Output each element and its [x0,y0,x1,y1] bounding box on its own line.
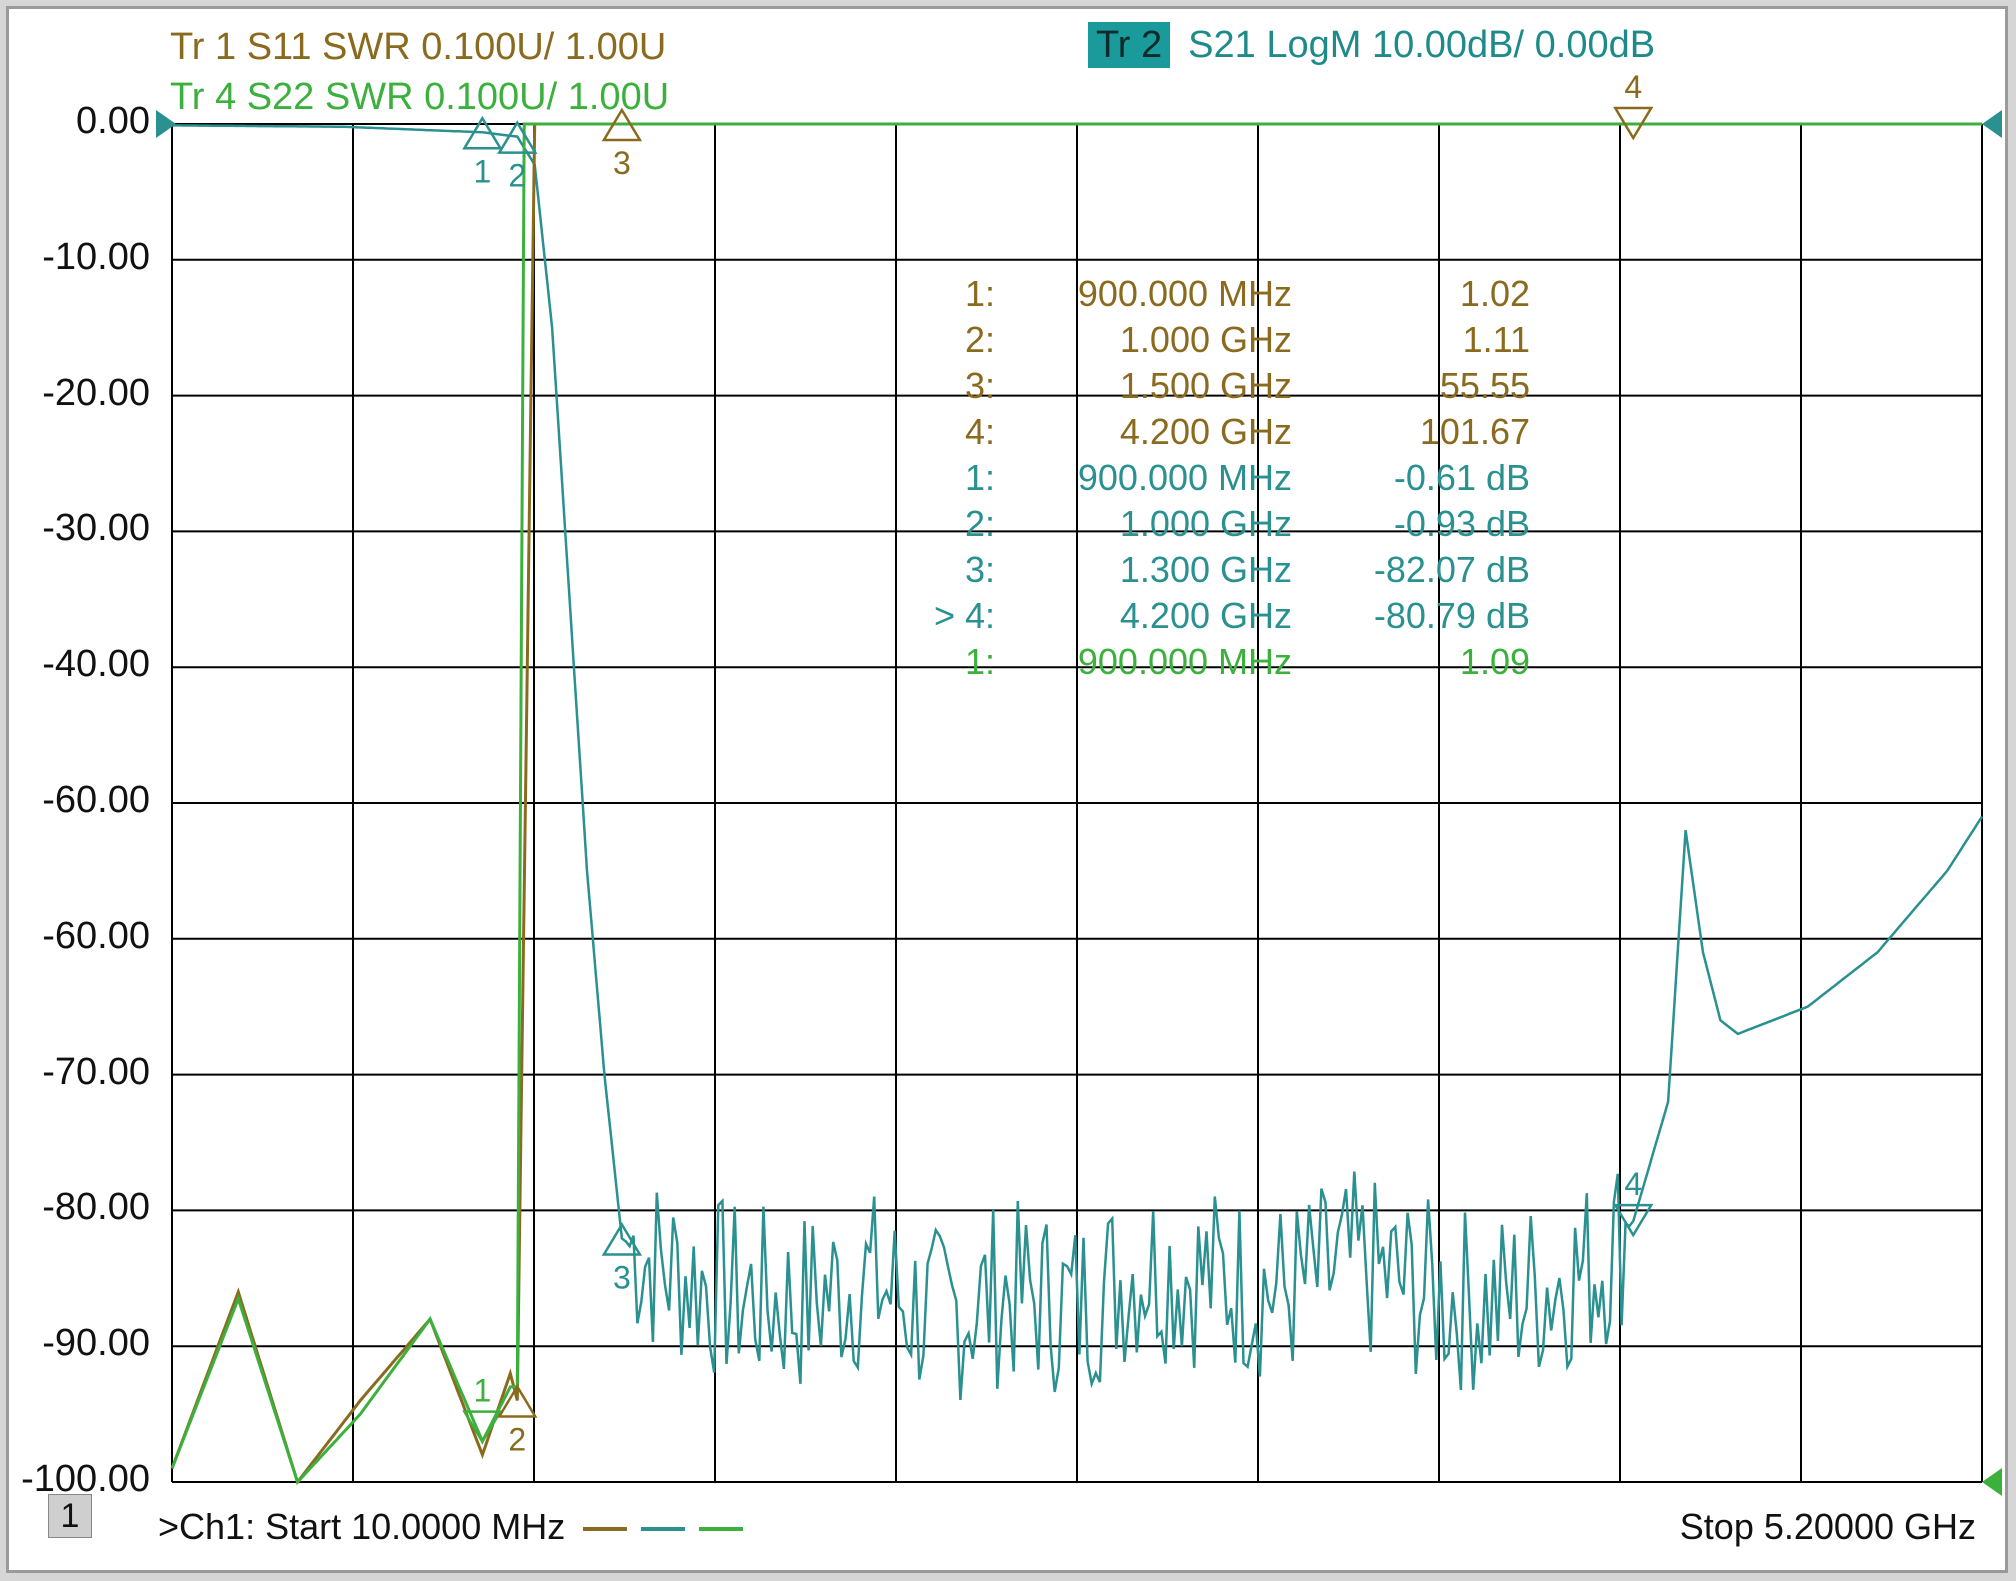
marker-value: -82.07 dB [1373,549,1530,590]
marker-frequency: 900.000 MHz [1077,273,1292,314]
marker-2-label: 2 [508,158,526,194]
trace-s21 [172,124,1984,1400]
marker-number: 1: [964,641,995,682]
marker-value: 55.55 [1439,365,1530,406]
marker-3-label: 3 [613,1260,631,1296]
marker-2-triangle [497,1384,538,1418]
marker-frequency: 900.000 MHz [1077,641,1292,682]
marker-number: 1: [964,457,995,498]
start-frequency-text: >Ch1: Start 10.0000 MHz [158,1506,566,1547]
marker-number: 1: [964,273,995,314]
reference-level-marker-left [156,110,176,138]
marker-frequency: 4.200 GHz [1119,595,1292,636]
trace-1-header[interactable]: Tr 1 S11 SWR 0.100U/ 1.00U [170,26,667,68]
y-tick-label: -60.00 [42,779,150,821]
marker-4-label: 4 [1624,1166,1642,1202]
y-tick-label: -90.00 [42,1322,150,1365]
marker-frequency: 1.000 GHz [1119,319,1292,360]
marker-value: -0.61 dB [1393,457,1530,498]
y-tick-label: -20.00 [42,371,150,414]
marker-1-label: 1 [473,1373,491,1409]
marker-1-label: 1 [473,153,491,189]
marker-number: 2: [964,319,995,360]
marker-1-triangle [462,115,503,150]
marker-3-triangle [601,1222,643,1256]
marker-value: 101.67 [1419,411,1530,452]
marker-number: 2: [964,503,995,544]
marker-frequency: 1.300 GHz [1119,549,1292,590]
marker-number: > 4: [933,595,995,636]
trace-2-header[interactable]: Tr 2 S21 LogM 10.00dB/ 0.00dB [1088,22,1656,68]
active-trace-badge[interactable]: Tr 2 [1088,22,1171,68]
marker-value: 1.11 [1462,319,1530,360]
trace-4-header[interactable]: Tr 4 S22 SWR 0.100U/ 1.00U [170,76,670,118]
y-tick-label: -70.00 [42,1050,150,1093]
marker-3-triangle [601,107,643,142]
marker-4-triangle [1613,1203,1654,1238]
marker-frequency: 1.500 GHz [1119,365,1292,406]
stop-frequency-label[interactable]: Stop 5.20000 GHz [1679,1506,1976,1547]
start-frequency-label[interactable]: >Ch1: Start 10.0000 MHz [158,1506,745,1548]
marker-value: -0.93 dB [1393,503,1530,544]
marker-2-label: 2 [508,1422,526,1458]
y-tick-label: -60.00 [42,914,150,957]
y-tick-label: -40.00 [42,643,150,686]
trace-s22 [170,122,1982,1485]
y-tick-label: 0.00 [76,100,150,142]
marker-number: 3: [964,365,995,406]
marker-value: 1.02 [1459,273,1530,314]
y-tick-label: -100.00 [21,1458,150,1500]
reference-level-marker-right [1982,110,2002,138]
marker-frequency: 900.000 MHz [1077,457,1292,498]
marker-value: 1.09 [1459,641,1530,682]
marker-frequency: 4.200 GHz [1119,411,1292,452]
trace-2-format: S21 LogM 10.00dB/ 0.00dB [1188,24,1656,66]
y-tick-label: -10.00 [42,235,150,278]
instrument-display [6,6,2008,1573]
y-tick-label: -80.00 [42,1186,150,1229]
marker-number: 3: [964,549,995,590]
marker-4-triangle [1613,106,1654,141]
marker-number: 4: [964,411,995,452]
marker-3-label: 3 [613,145,631,181]
y-tick-label: -30.00 [42,507,150,550]
marker-frequency: 1.000 GHz [1119,503,1292,544]
marker-4-label: 4 [1624,69,1642,105]
marker-2-triangle [497,120,538,154]
trace-color-legend [583,1527,744,1532]
marker-1-triangle [462,1410,503,1445]
channel-number[interactable]: 1 [48,1494,92,1538]
marker-value: -80.79 dB [1373,595,1530,636]
reference-level-marker-bottom [1982,1468,2002,1496]
